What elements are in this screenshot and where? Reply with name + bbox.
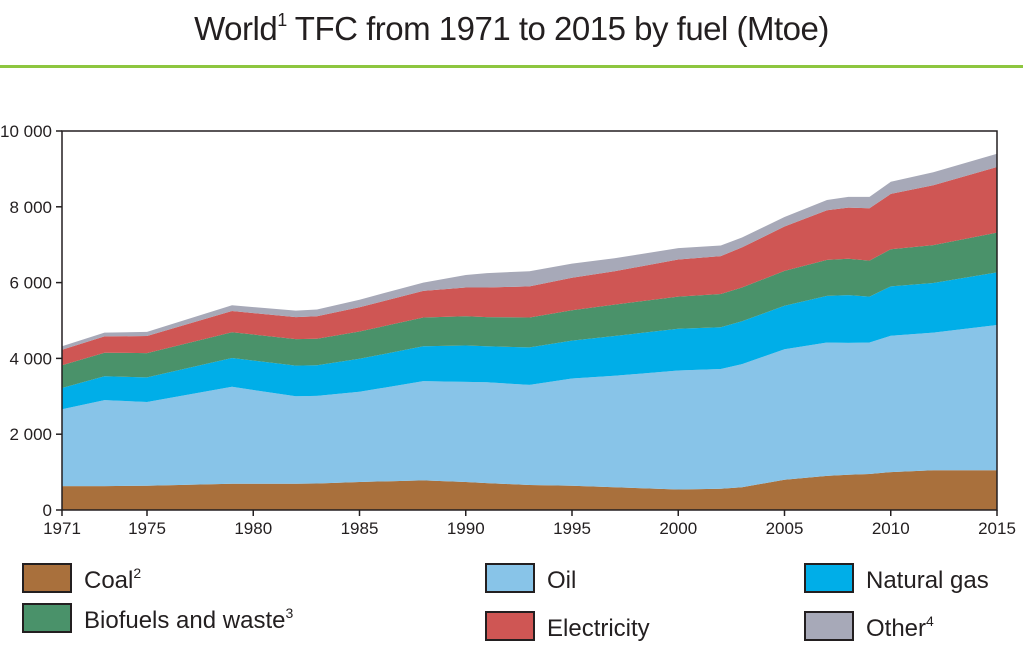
title-text: World xyxy=(194,10,278,47)
y-axis: 0 2 000 4 000 6 000 8 000 10 000 xyxy=(0,122,62,520)
legend-swatch-biofuels xyxy=(22,603,72,633)
legend-swatch-coal xyxy=(22,563,72,593)
legend-label-electricity: Electricity xyxy=(547,615,650,642)
chart-title: World1 TFC from 1971 to 2015 by fuel (Mt… xyxy=(0,10,1023,48)
x-tick-label-1990: 1990 xyxy=(447,519,485,538)
y-tick-label-0: 0 xyxy=(43,501,52,520)
x-tick-label-2010: 2010 xyxy=(872,519,910,538)
area-natural-gas xyxy=(62,272,997,410)
legend-swatch-other xyxy=(804,611,854,641)
plot-frame xyxy=(61,130,998,511)
area-coal xyxy=(62,470,997,510)
x-tick-label-1995: 1995 xyxy=(553,519,591,538)
area-electricity xyxy=(62,167,997,366)
legend-swatch-gas xyxy=(804,563,854,593)
y-tick-label-8000: 8 000 xyxy=(9,198,52,217)
y-tick-label-4000: 4 000 xyxy=(9,349,52,368)
title-rest: TFC from 1971 to 2015 by fuel (Mtoe) xyxy=(286,10,830,47)
area-layers xyxy=(62,153,997,510)
x-axis: 1971 1975 1980 1985 1990 1995 2000 2005 2010 2015 xyxy=(43,510,1016,538)
legend-swatch-oil xyxy=(485,563,535,593)
y-tick-label-10000: 10 000 xyxy=(0,122,52,141)
y-tick-label-6000: 6 000 xyxy=(9,274,52,293)
x-tick-label-2000: 2000 xyxy=(659,519,697,538)
legend-label-coal: Coal2 xyxy=(84,565,142,594)
x-tick-label-1985: 1985 xyxy=(341,519,379,538)
x-tick-label-1980: 1980 xyxy=(234,519,272,538)
title-divider xyxy=(0,65,1023,68)
legend-swatch-electricity xyxy=(485,611,535,641)
area-oil xyxy=(62,325,997,490)
x-tick-label-1975: 1975 xyxy=(128,519,166,538)
area-biofuels-and-waste xyxy=(62,232,997,388)
y-tick-label-2000: 2 000 xyxy=(9,425,52,444)
x-tick-label-2015: 2015 xyxy=(978,519,1016,538)
legend-label-other: Other4 xyxy=(866,613,934,642)
area-other xyxy=(62,153,997,350)
legend-label-gas: Natural gas xyxy=(866,567,989,594)
x-tick-label-1971: 1971 xyxy=(43,519,81,538)
legend-label-biofuels: Biofuels and waste3 xyxy=(84,605,294,634)
x-tick-label-2005: 2005 xyxy=(766,519,804,538)
legend-label-oil: Oil xyxy=(547,567,577,594)
title-superscript: 1 xyxy=(277,10,287,30)
